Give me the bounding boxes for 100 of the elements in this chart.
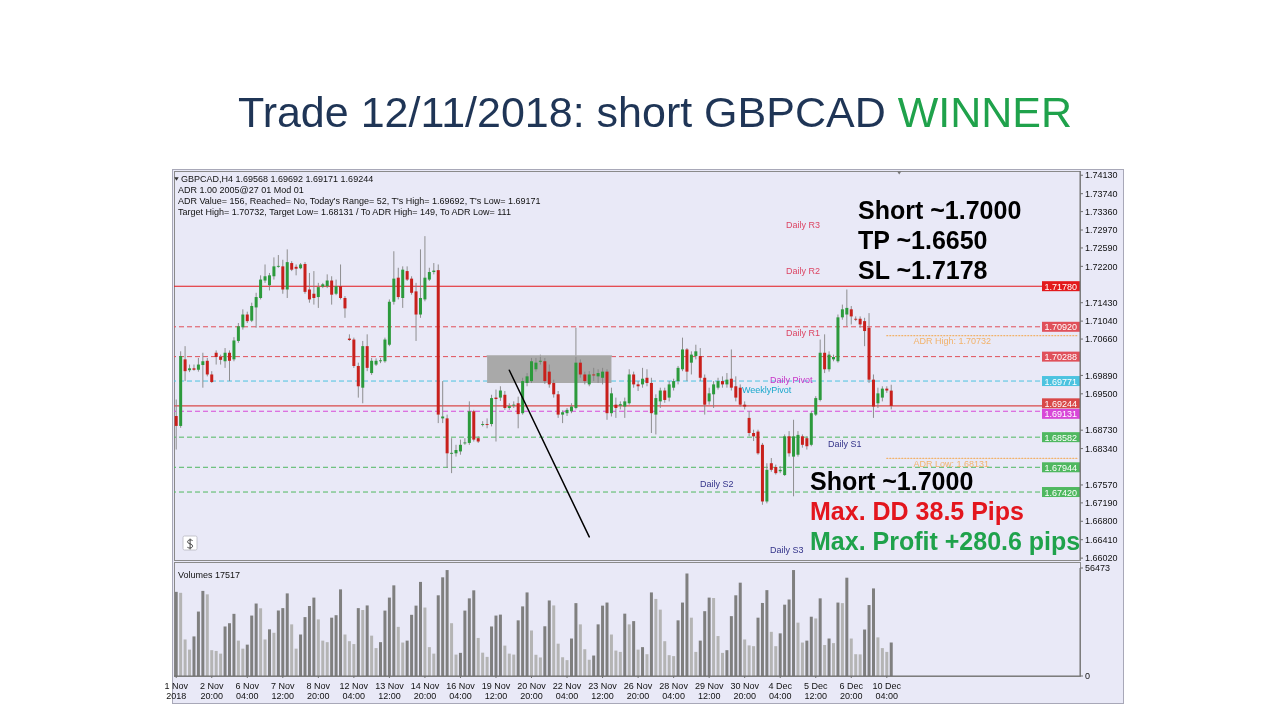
bar [734, 595, 738, 676]
bar [299, 634, 303, 676]
bar [636, 649, 640, 676]
bar [263, 639, 267, 676]
bar [574, 603, 578, 676]
bar [361, 610, 365, 676]
bar [330, 617, 334, 676]
bar [641, 647, 645, 676]
bar [294, 648, 298, 676]
bar [201, 590, 205, 676]
bar [743, 639, 747, 676]
bar [219, 653, 223, 676]
bar [463, 610, 467, 676]
bar [521, 606, 525, 676]
bar [396, 626, 400, 676]
bar [800, 642, 804, 676]
bar [267, 629, 271, 676]
bar [410, 614, 414, 676]
x-tick-label: 7 Nov 12:00 [271, 681, 296, 701]
bar [503, 645, 507, 676]
bar [840, 603, 844, 676]
bar [538, 657, 542, 676]
bar [316, 619, 320, 676]
x-tick-label: 13 Nov 12:00 [375, 681, 405, 701]
bar [689, 617, 693, 676]
bar [370, 635, 374, 676]
bar [365, 605, 369, 676]
x-tick-label: 22 Nov 04:00 [552, 681, 582, 701]
bar [889, 642, 893, 676]
x-tick-label: 6 Dec 20:00 [839, 681, 864, 701]
bar [632, 621, 636, 676]
bar [205, 594, 209, 676]
bar [805, 640, 809, 676]
bar [814, 618, 818, 676]
chart-title: Volumes 17517 [178, 570, 241, 580]
bar [525, 592, 529, 676]
bar [845, 577, 849, 676]
bar [312, 597, 316, 676]
bar [587, 659, 591, 676]
bar [183, 639, 187, 676]
bar [827, 638, 831, 676]
bar [578, 624, 582, 676]
bar [858, 654, 862, 676]
bar [618, 651, 622, 676]
x-tick-label: 6 Nov 04:00 [235, 681, 260, 701]
x-tick-label: 8 Nov 20:00 [306, 681, 331, 701]
bar [871, 588, 875, 676]
bar [716, 636, 720, 676]
bar [609, 634, 613, 676]
bar [556, 643, 560, 676]
bar [392, 585, 396, 676]
x-tick-label: 12 Nov 04:00 [339, 681, 369, 701]
y-tick-label: 56473 [1085, 563, 1111, 574]
x-tick-label: 29 Nov 12:00 [694, 681, 724, 701]
bar [192, 636, 196, 676]
x-tick-label: 2 Nov 20:00 [199, 681, 224, 701]
bar [214, 650, 218, 676]
bar [552, 605, 556, 676]
bar [285, 593, 289, 676]
bar [423, 607, 427, 676]
bar [445, 570, 449, 676]
x-tick-label: 26 Nov 20:00 [623, 681, 653, 701]
bar [658, 609, 662, 676]
bar [769, 631, 773, 676]
bar [343, 634, 347, 676]
bar [783, 604, 787, 676]
bar [592, 655, 596, 676]
bar [547, 600, 551, 676]
bar [281, 608, 285, 676]
bar [685, 573, 689, 676]
bar [876, 637, 880, 676]
bar [441, 577, 445, 676]
bar [494, 615, 498, 676]
bar [290, 624, 294, 676]
bar [667, 655, 671, 676]
bar [627, 624, 631, 676]
bar [259, 608, 263, 676]
bar [236, 640, 240, 676]
x-tick-label: 23 Nov 12:00 [588, 681, 618, 701]
bar [880, 648, 884, 676]
bar [823, 645, 827, 676]
bar [347, 641, 351, 676]
bar [565, 660, 569, 676]
bar [450, 623, 454, 676]
x-tick-label: 5 Dec 12:00 [803, 681, 828, 701]
bar [832, 643, 835, 676]
bar [427, 647, 431, 676]
bar [250, 615, 254, 676]
bar [645, 654, 649, 676]
bar [654, 598, 658, 676]
bar [849, 638, 853, 676]
bar [383, 610, 387, 676]
bar [809, 616, 813, 676]
bar [725, 650, 729, 676]
bar [672, 656, 676, 676]
bar [530, 630, 533, 676]
x-tick-label: 1 Nov 2018 [164, 681, 189, 701]
bar [792, 570, 796, 676]
bar [223, 626, 227, 676]
bar [738, 582, 742, 676]
